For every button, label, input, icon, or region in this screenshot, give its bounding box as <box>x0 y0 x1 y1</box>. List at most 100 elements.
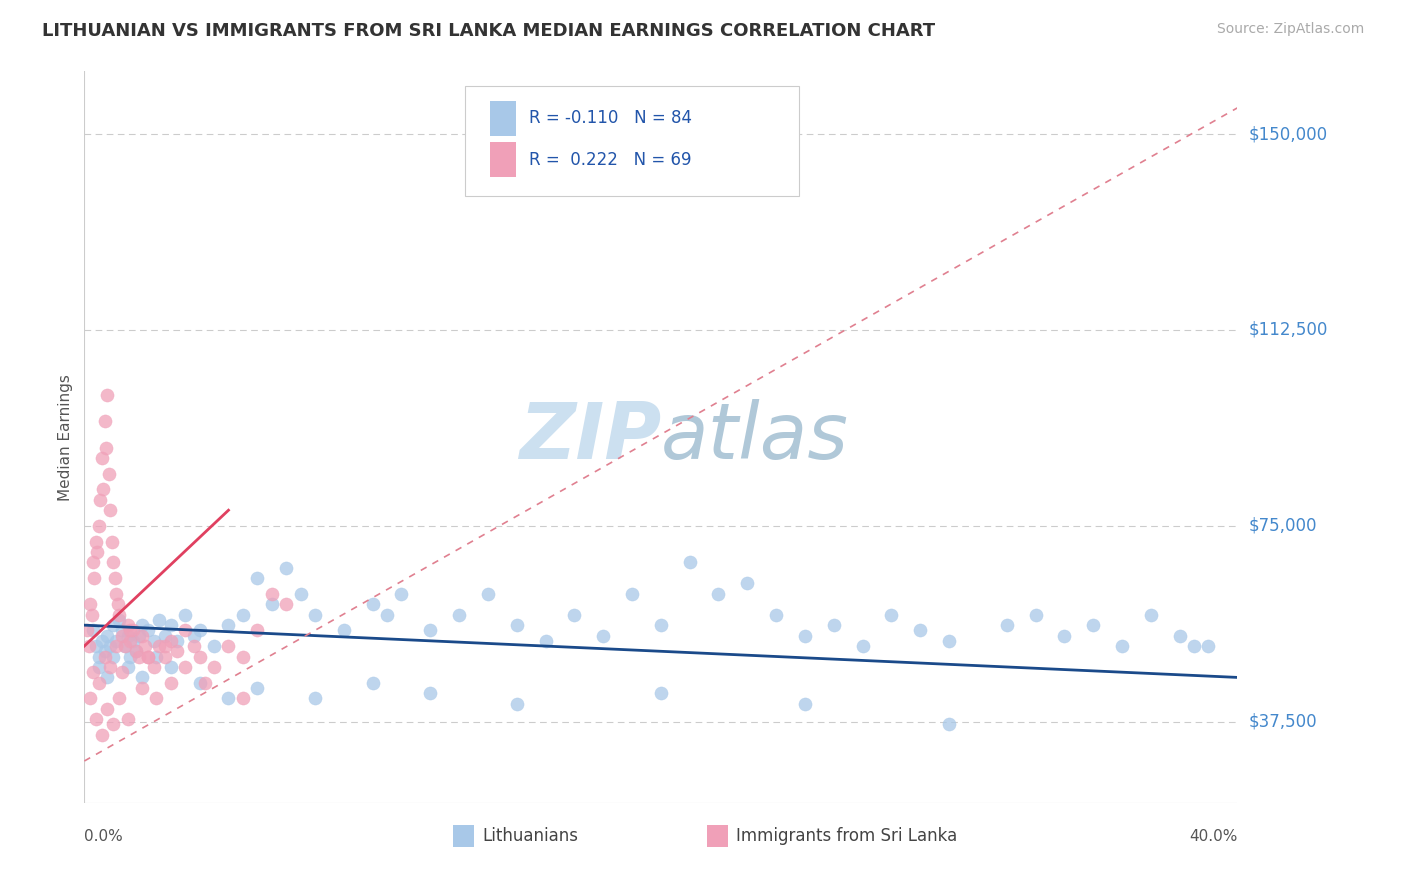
Point <box>260 587 283 601</box>
Point <box>361 597 384 611</box>
Text: $112,500: $112,500 <box>1249 321 1329 339</box>
Point <box>1083 618 1105 632</box>
Point <box>160 675 183 690</box>
Point <box>1168 629 1191 643</box>
Point <box>419 624 441 638</box>
FancyBboxPatch shape <box>491 143 516 178</box>
Point <box>120 633 142 648</box>
Point <box>1111 639 1133 653</box>
Point <box>188 675 211 690</box>
Point <box>166 633 188 648</box>
Point <box>131 681 153 695</box>
Point <box>90 450 112 465</box>
Point <box>117 660 139 674</box>
Point <box>117 712 139 726</box>
Point <box>134 639 156 653</box>
Point <box>194 675 217 690</box>
Point <box>142 660 165 674</box>
Point <box>650 686 672 700</box>
Text: Source: ZipAtlas.com: Source: ZipAtlas.com <box>1216 22 1364 37</box>
Point <box>136 649 159 664</box>
Point <box>125 644 148 658</box>
Point <box>506 618 529 632</box>
Point <box>304 607 326 622</box>
Point <box>260 597 283 611</box>
Point <box>232 607 254 622</box>
Text: $150,000: $150,000 <box>1249 125 1327 143</box>
Point <box>794 697 817 711</box>
Point <box>136 649 159 664</box>
Point <box>120 649 142 664</box>
Point <box>87 649 110 664</box>
Point <box>419 686 441 700</box>
Point <box>910 624 932 638</box>
FancyBboxPatch shape <box>453 825 474 847</box>
Point <box>188 649 211 664</box>
Point <box>650 618 672 632</box>
Point <box>202 660 225 674</box>
Point <box>153 629 176 643</box>
Point <box>153 639 176 653</box>
Point <box>304 691 326 706</box>
Point <box>82 665 104 680</box>
Text: $75,000: $75,000 <box>1249 516 1317 535</box>
Point <box>117 618 139 632</box>
Point <box>1198 639 1220 653</box>
Point <box>93 644 115 658</box>
Point <box>114 639 136 653</box>
Point <box>160 660 183 674</box>
Point <box>108 613 131 627</box>
Point <box>111 665 134 680</box>
Point <box>131 670 153 684</box>
Point <box>111 629 134 643</box>
Point <box>90 728 112 742</box>
Point <box>87 519 110 533</box>
Point <box>449 607 471 622</box>
Point <box>564 607 586 622</box>
Point <box>104 571 127 585</box>
Point <box>218 618 240 632</box>
Point <box>174 607 197 622</box>
Point <box>361 675 384 690</box>
Point <box>174 660 197 674</box>
Point <box>737 576 759 591</box>
Text: LITHUANIAN VS IMMIGRANTS FROM SRI LANKA MEDIAN EARNINGS CORRELATION CHART: LITHUANIAN VS IMMIGRANTS FROM SRI LANKA … <box>42 22 935 40</box>
Point <box>160 633 183 648</box>
Point <box>290 587 312 601</box>
Point <box>117 629 139 643</box>
Point <box>276 597 298 611</box>
Point <box>84 712 107 726</box>
Point <box>103 618 124 632</box>
Point <box>679 556 702 570</box>
Point <box>77 639 100 653</box>
Point <box>80 607 103 622</box>
Point <box>89 492 111 507</box>
Point <box>166 644 188 658</box>
Point <box>91 483 114 497</box>
Point <box>246 681 269 695</box>
Point <box>506 697 529 711</box>
Point <box>98 503 121 517</box>
Point <box>131 618 153 632</box>
FancyBboxPatch shape <box>465 86 799 195</box>
Point <box>84 534 107 549</box>
Point <box>90 633 112 648</box>
Point <box>174 624 197 638</box>
Point <box>103 717 124 731</box>
Point <box>111 624 134 638</box>
Point <box>107 597 129 611</box>
Point <box>880 607 903 622</box>
Point <box>103 556 124 570</box>
Text: ZIP: ZIP <box>519 399 661 475</box>
Point <box>122 633 145 648</box>
Point <box>246 571 269 585</box>
Point <box>84 639 107 653</box>
Point <box>621 587 644 601</box>
Point <box>96 388 118 402</box>
Point <box>108 691 131 706</box>
Point <box>1182 639 1205 653</box>
Text: atlas: atlas <box>661 399 849 475</box>
Point <box>145 649 167 664</box>
Point <box>120 624 142 638</box>
Point <box>148 613 170 627</box>
